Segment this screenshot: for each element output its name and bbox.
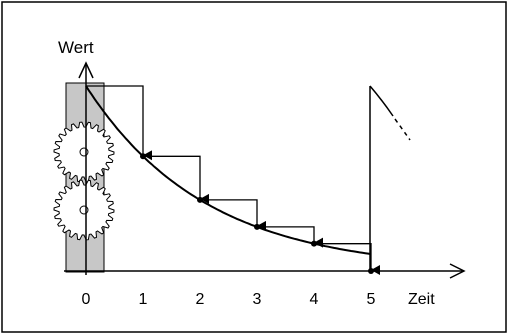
restart-curve <box>369 85 394 117</box>
step-arrow <box>257 226 323 248</box>
x-tick-label: 4 <box>310 291 319 308</box>
curve-point <box>197 196 203 203</box>
step-arrows <box>86 85 380 275</box>
gear-icon <box>53 121 115 183</box>
curve-point <box>368 268 374 274</box>
step-arrow <box>314 243 380 275</box>
restart-curve-dashed <box>394 118 411 141</box>
y-axis-label: Wert <box>58 38 94 57</box>
x-tick-labels: 0 1 2 3 4 5 <box>82 291 376 308</box>
curve-point <box>140 153 146 160</box>
gear-group <box>53 121 115 241</box>
curve-points <box>140 153 374 274</box>
gear-icon <box>53 179 115 241</box>
x-tick-label: 5 <box>367 291 376 308</box>
x-axis-arrowhead <box>449 263 466 279</box>
x-tick-label: 3 <box>253 291 262 308</box>
x-tick-label: 2 <box>196 291 205 308</box>
y-axis-arrowhead <box>78 61 94 79</box>
x-tick-label: 1 <box>139 291 148 308</box>
curve-point <box>311 240 317 247</box>
step-arrow <box>200 199 266 231</box>
x-axis-label: Zeit <box>408 291 435 308</box>
x-tick-label: 0 <box>82 291 91 308</box>
step-arrow <box>86 85 152 161</box>
curve-point <box>254 223 260 230</box>
step-arrow <box>143 155 209 204</box>
decay-curve <box>85 85 372 256</box>
